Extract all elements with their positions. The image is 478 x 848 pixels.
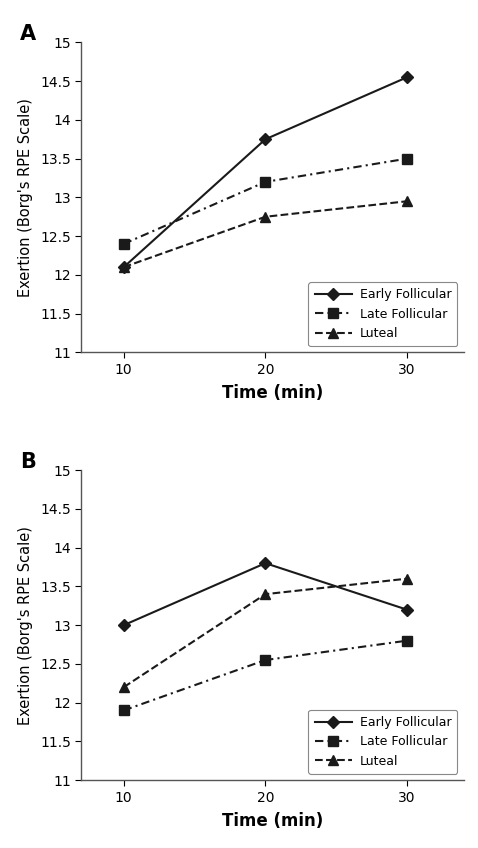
Legend: Early Follicular, Late Follicular, Luteal: Early Follicular, Late Follicular, Lutea… (308, 710, 457, 774)
X-axis label: Time (min): Time (min) (222, 812, 323, 829)
Late Follicular (262, 655, 268, 665)
Line: Early Follicular: Early Follicular (119, 73, 412, 271)
Luteal (404, 573, 410, 583)
Luteal (262, 589, 268, 600)
Early Follicular (121, 620, 127, 630)
Late Follicular (404, 636, 410, 646)
Luteal (404, 196, 410, 206)
Luteal (262, 212, 268, 222)
Early Follicular (404, 605, 410, 615)
Legend: Early Follicular, Late Follicular, Luteal: Early Follicular, Late Follicular, Lutea… (308, 282, 457, 346)
Y-axis label: Exertion (Borg's RPE Scale): Exertion (Borg's RPE Scale) (18, 98, 33, 297)
Y-axis label: Exertion (Borg's RPE Scale): Exertion (Borg's RPE Scale) (18, 526, 33, 724)
Late Follicular (262, 176, 268, 187)
Early Follicular (121, 262, 127, 272)
Late Follicular (121, 706, 127, 716)
Luteal (121, 682, 127, 692)
X-axis label: Time (min): Time (min) (222, 384, 323, 402)
Line: Late Follicular: Late Follicular (119, 636, 412, 715)
Line: Late Follicular: Late Follicular (119, 154, 412, 248)
Line: Luteal: Luteal (119, 574, 412, 692)
Line: Early Follicular: Early Follicular (119, 559, 412, 630)
Early Follicular (404, 72, 410, 82)
Early Follicular (262, 558, 268, 568)
Late Follicular (404, 153, 410, 164)
Text: B: B (20, 452, 36, 471)
Text: A: A (20, 24, 36, 44)
Luteal (121, 262, 127, 272)
Line: Luteal: Luteal (119, 197, 412, 272)
Late Follicular (121, 239, 127, 249)
Early Follicular (262, 134, 268, 144)
